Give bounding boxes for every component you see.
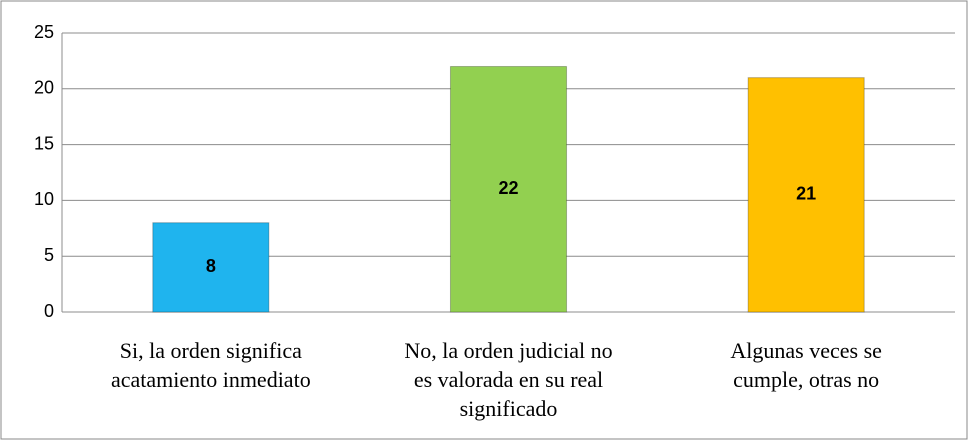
y-tick-label: 15 [34, 133, 54, 153]
data-label: 21 [796, 184, 816, 204]
x-tick-label: Si, la orden significa acatamiento inmed… [110, 338, 311, 392]
y-tick-label: 20 [34, 78, 54, 98]
y-tick-label: 0 [44, 301, 54, 321]
bar [449, 65, 568, 313]
bar [747, 77, 865, 313]
data-label: 8 [206, 256, 216, 276]
x-tick-label: Algunas veces se cumple, otras no [730, 338, 882, 392]
y-tick-label: 25 [34, 22, 54, 42]
y-tick-label: 10 [34, 189, 54, 209]
bar [152, 222, 270, 313]
x-tick-label: No, la orden judicial no es valorada en … [404, 338, 613, 421]
y-tick-label: 5 [44, 245, 54, 265]
data-label: 22 [498, 178, 518, 198]
